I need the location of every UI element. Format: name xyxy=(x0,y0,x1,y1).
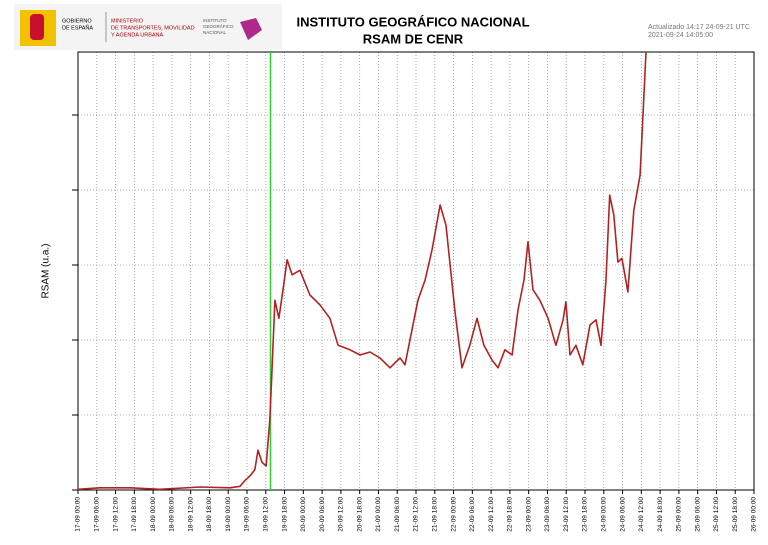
ign-text: INSTITUTO xyxy=(203,18,227,23)
plot-frame xyxy=(77,51,755,491)
x-tick-label: 21-09 00:00 xyxy=(375,497,382,532)
x-tick-label: 22-09 18:00 xyxy=(507,497,514,532)
x-tick-label: 21-09 18:00 xyxy=(431,497,438,532)
chart-title: INSTITUTO GEOGRÁFICO NACIONAL xyxy=(296,14,529,29)
x-tick-label: 24-09 12:00 xyxy=(638,497,645,532)
gov-text: GOBIERNO xyxy=(62,18,92,24)
x-tick-label: 22-09 06:00 xyxy=(469,497,476,532)
x-tick-label: 17-09 06:00 xyxy=(93,497,100,532)
ministry-text: DE TRANSPORTES, MOVILIDAD xyxy=(111,25,195,31)
x-tick-label: 18-09 06:00 xyxy=(169,497,176,532)
x-tick-label: 20-09 06:00 xyxy=(319,497,326,532)
x-tick-label: 19-09 06:00 xyxy=(244,497,251,532)
x-tick-label: 23-09 06:00 xyxy=(544,497,551,532)
x-tick-label: 23-09 12:00 xyxy=(563,497,570,532)
update-note: Actualizado 14:17 24-09-21 UTC xyxy=(648,24,750,31)
ministry-text: Y AGENDA URBANA xyxy=(111,32,163,38)
x-tick-label: 22-09 12:00 xyxy=(488,497,495,532)
x-tick-label: 25-09 06:00 xyxy=(694,497,701,532)
ministry-text: MINISTERIO xyxy=(111,18,144,24)
x-tick-label: 18-09 18:00 xyxy=(206,497,213,532)
ign-text: GEOGRÁFICO xyxy=(203,23,234,29)
x-tick-label: 17-09 00:00 xyxy=(75,497,82,532)
x-tick-label: 17-09 12:00 xyxy=(112,497,119,532)
x-tick-label: 24-09 00:00 xyxy=(600,497,607,532)
update-note: 2021-09-24 14:05:00 xyxy=(648,32,713,39)
x-tick-label: 23-09 18:00 xyxy=(582,497,589,532)
x-tick-label: 20-09 12:00 xyxy=(338,497,345,532)
y-axis-label: RSAM (u.a.) xyxy=(41,243,52,298)
rsam-line xyxy=(77,51,647,491)
x-tick-label: 18-09 12:00 xyxy=(187,497,194,532)
x-tick-label: 23-09 00:00 xyxy=(525,497,532,532)
gov-text: DE ESPAÑA xyxy=(62,24,93,31)
ign-text: NACIONAL xyxy=(203,30,227,35)
chart-subtitle: RSAM DE CENR xyxy=(363,31,464,46)
x-tick-label: 19-09 18:00 xyxy=(281,497,288,532)
x-tick-label: 19-09 12:00 xyxy=(262,497,269,532)
x-tick-label: 21-09 06:00 xyxy=(394,497,401,532)
x-tick-label: 21-09 12:00 xyxy=(413,497,420,532)
x-tick-label: 19-09 00:00 xyxy=(225,497,232,532)
x-tick-label: 17-09 18:00 xyxy=(131,497,138,532)
x-tick-label: 24-09 18:00 xyxy=(657,497,664,532)
x-tick-label: 22-09 00:00 xyxy=(450,497,457,532)
x-tick-label: 26-09 00:00 xyxy=(751,497,758,532)
logo-band xyxy=(14,4,282,50)
gov-shield xyxy=(30,14,44,40)
x-tick-label: 18-09 00:00 xyxy=(150,497,157,532)
x-tick-label: 24-09 06:00 xyxy=(619,497,626,532)
ign-emblem xyxy=(240,18,262,40)
x-tick-label: 20-09 18:00 xyxy=(356,497,363,532)
x-tick-label: 20-09 00:00 xyxy=(300,497,307,532)
x-tick-label: 25-09 18:00 xyxy=(732,497,739,532)
x-tick-label: 25-09 00:00 xyxy=(676,497,683,532)
x-tick-label: 25-09 12:00 xyxy=(713,497,720,532)
